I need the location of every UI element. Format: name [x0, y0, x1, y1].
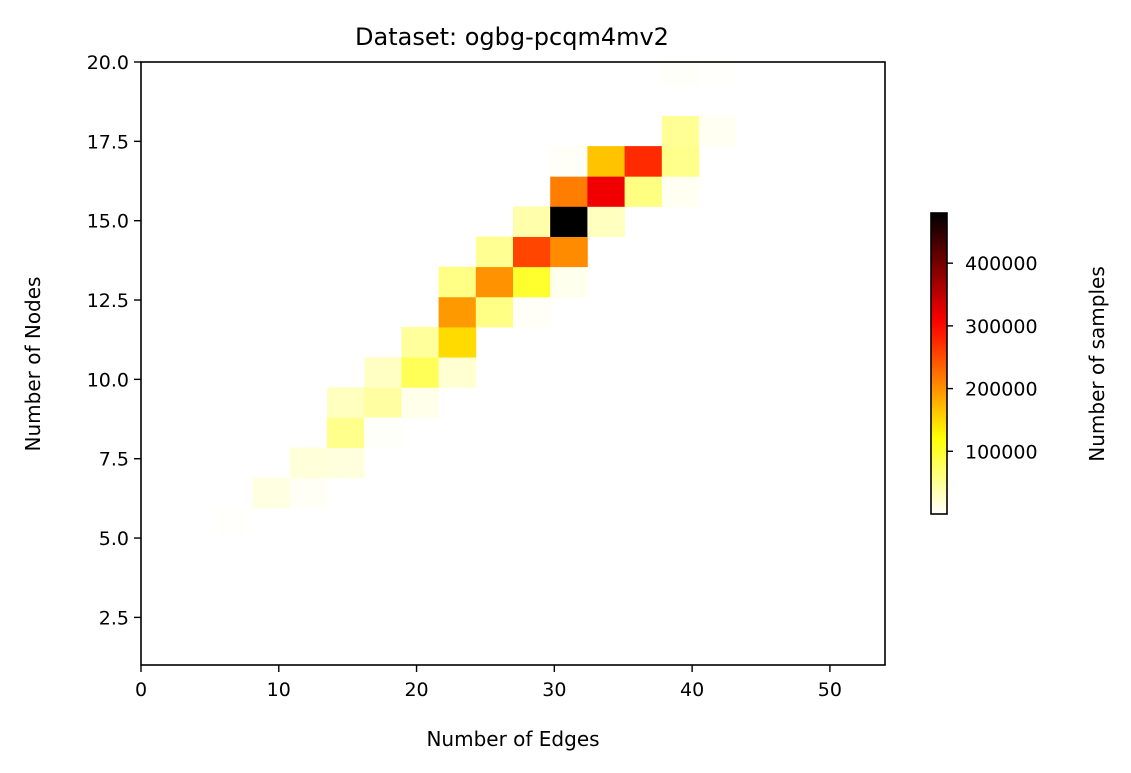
heatmap-cell [364, 387, 402, 418]
heatmap-cell [252, 477, 291, 509]
heatmap-cell [550, 236, 588, 268]
heatmap-cell [438, 357, 477, 388]
colorbar-tick-label: 200000 [965, 379, 1038, 401]
heatmap-cell [327, 387, 365, 418]
colorbar-frame [930, 212, 948, 515]
chart-title: Dataset: ogbg-pcqm4mv2 [355, 23, 669, 51]
heatmap-cell [215, 506, 253, 537]
heatmap-cell [550, 176, 588, 207]
heatmap-cell [401, 357, 439, 388]
heatmap-cell [364, 357, 402, 388]
heatmap-cell [513, 206, 551, 237]
y-tick-label: 5.0 [99, 528, 129, 550]
heatmap-cell [624, 146, 663, 177]
plot-frame [140, 61, 886, 666]
x-tick-label: 20 [404, 679, 428, 701]
colorbar-tick-label: 100000 [965, 441, 1038, 463]
heatmap-cell [513, 236, 551, 268]
heatmap-cell [550, 206, 588, 237]
heatmap-cell [327, 417, 365, 449]
y-tick-label: 20.0 [87, 52, 129, 74]
x-tick-label: 50 [818, 679, 842, 701]
colorbar-ticks: 100000 200000 300000 400000 [947, 253, 1038, 463]
x-tick-label: 10 [267, 679, 291, 701]
y-tick-label: 10.0 [87, 369, 129, 391]
y-tick-label: 2.5 [99, 607, 129, 629]
x-tick-label: 40 [680, 679, 704, 701]
heatmap-cell [289, 477, 328, 509]
colorbar-tick-label: 400000 [965, 253, 1038, 275]
x-axis-label: Number of Edges [426, 727, 599, 751]
x-axis-ticks: 0 10 20 30 40 50 [135, 665, 842, 701]
heatmap-cell [587, 206, 625, 237]
heatmap-cell [699, 55, 737, 87]
x-tick-label: 0 [135, 679, 147, 701]
heatmap-cell [550, 146, 588, 177]
heatmap-cell [661, 55, 700, 87]
heatmap-cells [215, 55, 737, 537]
y-tick-label: 7.5 [99, 449, 129, 471]
y-axis-ticks: 2.5 5.0 7.5 10.0 12.5 15.0 17.5 20.0 [87, 52, 141, 629]
heatmap-cell [624, 176, 663, 207]
heatmap-cell [661, 176, 700, 207]
heatmap-cell [438, 266, 477, 298]
heatmap-cell [513, 266, 551, 298]
heatmap-cell [289, 447, 328, 479]
heatmap-cell [401, 387, 439, 418]
y-tick-label: 17.5 [87, 131, 129, 153]
heatmap-cell [401, 327, 439, 358]
colorbar [931, 213, 947, 514]
heatmap-cell [438, 296, 477, 328]
heatmap-cell [438, 327, 477, 358]
heatmap-cell [661, 146, 700, 177]
heatmap-cell [587, 146, 625, 177]
heatmap-cell [327, 447, 365, 479]
heatmap-cell [661, 115, 700, 147]
colorbar-label: Number of samples [1085, 266, 1109, 461]
y-tick-label: 15.0 [87, 211, 129, 233]
heatmap-cell [587, 176, 625, 207]
heatmap-cell [475, 236, 514, 268]
colorbar-tick-label: 300000 [965, 316, 1038, 338]
heatmap-cell [475, 266, 514, 298]
heatmap-cell [513, 296, 551, 328]
heatmap-cell [550, 266, 588, 298]
x-tick-label: 30 [542, 679, 566, 701]
y-axis-label: Number of Nodes [21, 277, 45, 452]
heatmap-cell [364, 417, 402, 449]
y-tick-label: 12.5 [87, 290, 129, 312]
heatmap-cell [699, 115, 737, 147]
heatmap-cell [475, 296, 514, 328]
